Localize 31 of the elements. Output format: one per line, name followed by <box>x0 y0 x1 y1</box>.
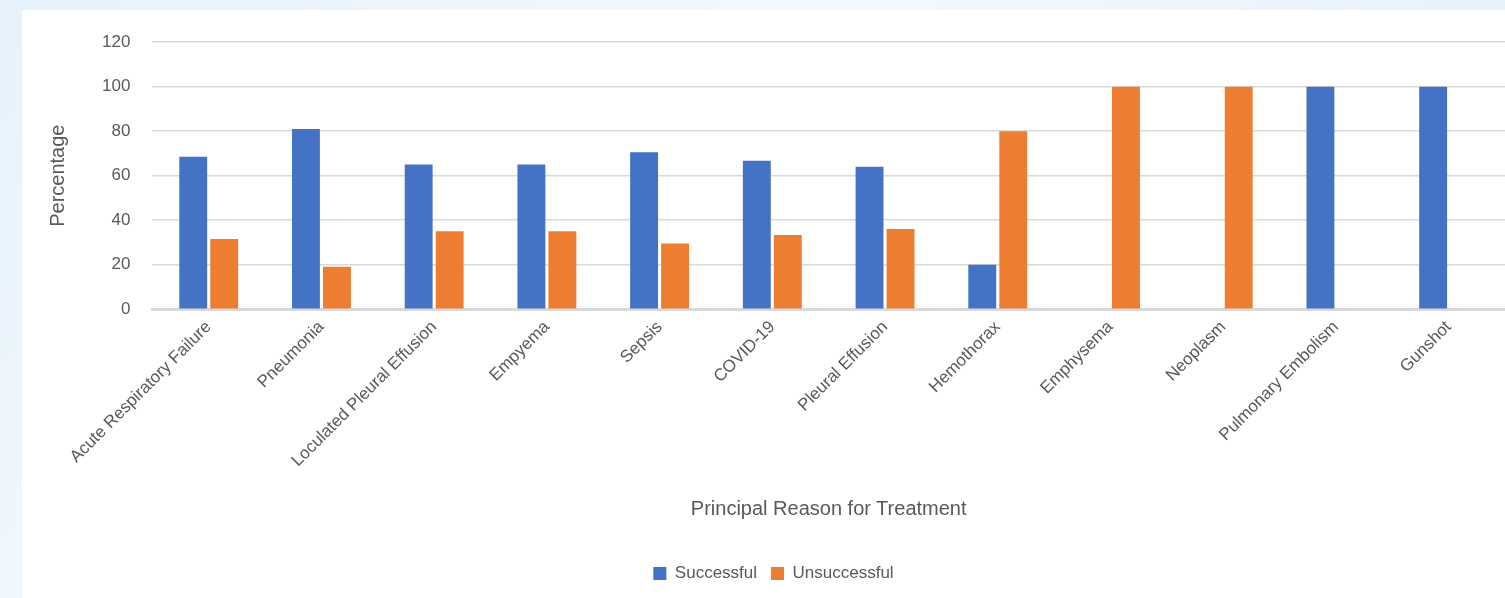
bar <box>179 156 208 309</box>
bar <box>1224 86 1253 309</box>
bar <box>210 239 239 309</box>
bar <box>292 128 320 309</box>
legend-label: Successful <box>674 563 758 583</box>
bar <box>1306 86 1335 309</box>
y-tick-label: 80 <box>111 120 131 140</box>
bar <box>630 152 659 309</box>
y-tick-label: 40 <box>111 209 131 229</box>
y-tick-label: 100 <box>101 76 131 96</box>
bar <box>855 166 884 309</box>
y-tick-label: 0 <box>120 298 131 318</box>
y-axis-title: Percentage <box>45 124 68 227</box>
y-tick-label: 20 <box>111 254 131 274</box>
bar <box>1112 86 1140 309</box>
bar <box>1419 86 1448 309</box>
bar <box>661 243 690 309</box>
bar <box>999 131 1028 309</box>
bar <box>404 164 433 309</box>
bar <box>517 164 546 309</box>
y-tick-label: 60 <box>111 165 131 185</box>
bar <box>548 231 577 309</box>
bar <box>742 160 771 309</box>
bar <box>968 264 997 309</box>
bar <box>886 229 915 309</box>
bar <box>322 266 351 309</box>
x-axis-title: Principal Reason for Treatment <box>690 496 967 519</box>
y-tick-label: 120 <box>101 31 131 51</box>
legend-label: Unsuccessful <box>792 563 894 583</box>
bar <box>773 235 802 309</box>
bar <box>435 231 464 309</box>
